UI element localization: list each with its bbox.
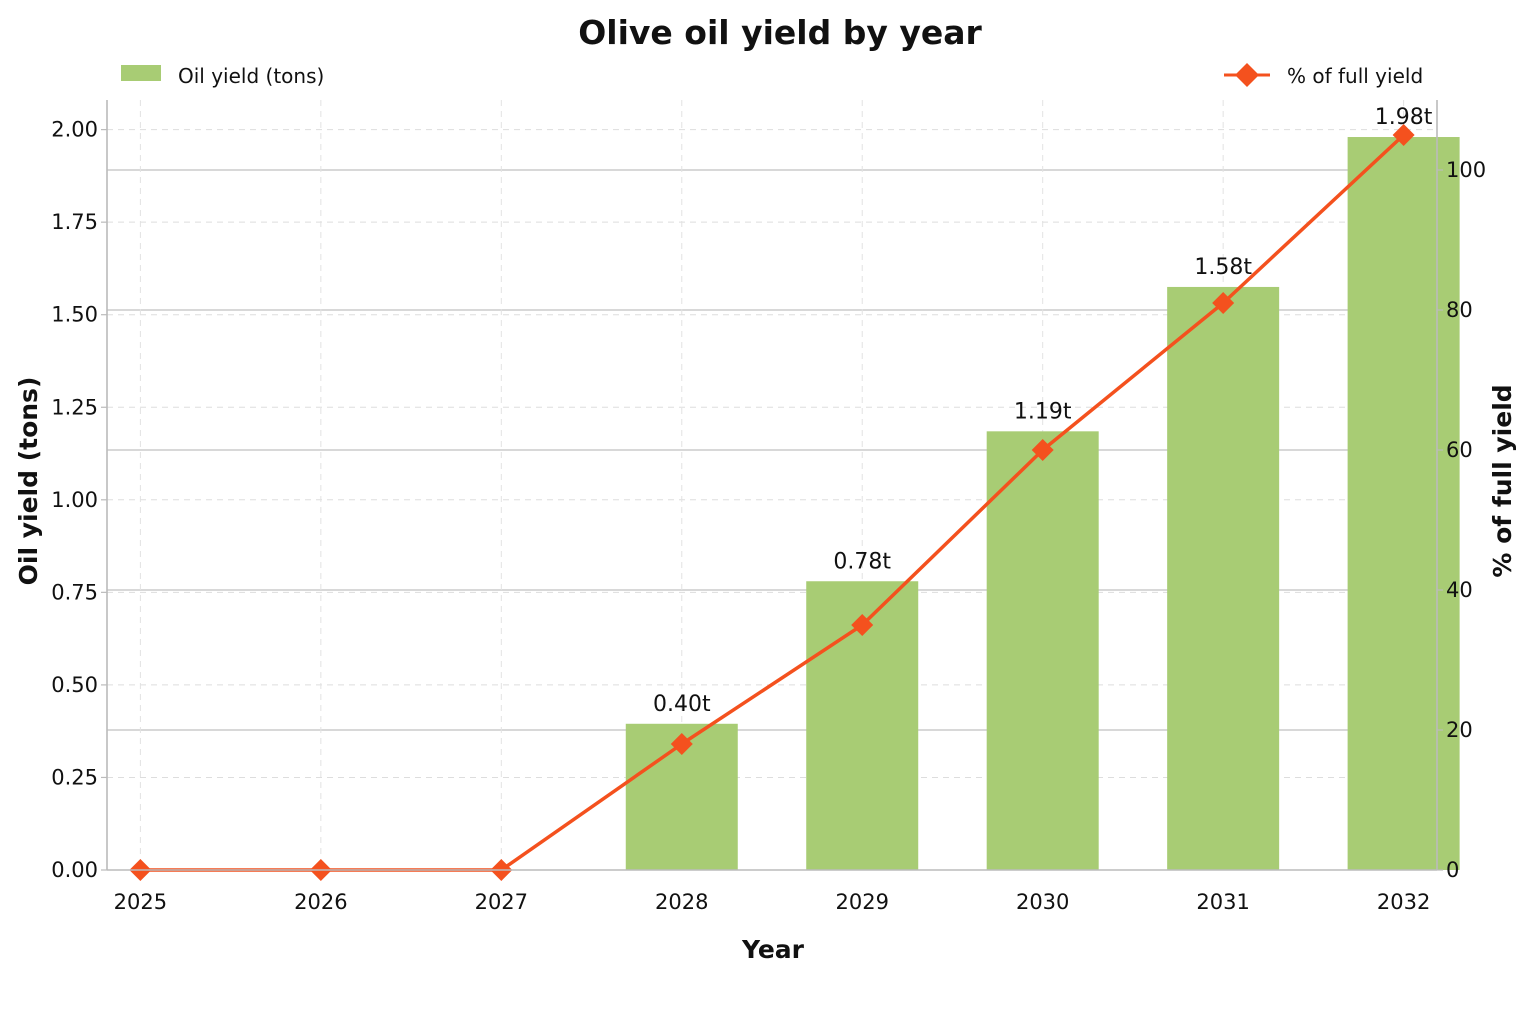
y-right-tick-label: 20 — [1446, 718, 1473, 742]
y-tick-label: 1.00 — [51, 488, 98, 512]
bar-data-label: 1.98t — [1375, 105, 1433, 130]
x-tick-label: 2026 — [294, 890, 347, 914]
x-tick-label: 2030 — [1016, 890, 1069, 914]
x-tick-label: 2027 — [475, 890, 528, 914]
y-axis-label: Oil yield (tons) — [14, 377, 43, 586]
y-tick-label: 1.50 — [51, 303, 98, 327]
x-axis-label: Year — [741, 935, 805, 964]
bar-data-label: 1.58t — [1194, 255, 1252, 280]
x-tick-label: 2031 — [1196, 890, 1249, 914]
y-tick-label: 1.75 — [51, 210, 98, 234]
bar — [986, 431, 1099, 870]
x-tick-label: 2029 — [836, 890, 889, 914]
line-point-marker — [670, 733, 693, 755]
chart-title: Olive oil yield by year — [578, 13, 982, 52]
x-tick-label: 2025 — [114, 890, 167, 914]
y-tick-label: 0.75 — [51, 580, 98, 604]
legend-right: % of full yield — [1224, 63, 1423, 88]
bar — [1167, 286, 1280, 870]
legend-label-bar: Oil yield (tons) — [178, 64, 324, 88]
y-right-tick-label: 40 — [1446, 578, 1473, 602]
y-right-tick-label: 80 — [1446, 298, 1473, 322]
bar-data-label: 1.19t — [1014, 399, 1072, 424]
legend-swatch-bar — [121, 65, 161, 81]
tick-labels: 0.00 0.25 0.50 0.75 1.00 1.25 1.50 1.75 2.00 0 20 4… — [51, 118, 1486, 914]
legend-left: Oil yield (tons) — [121, 64, 324, 88]
line-point-marker — [851, 614, 874, 636]
bar — [1347, 137, 1460, 870]
line-point-marker — [1392, 124, 1415, 146]
y-right-tick-label: 0 — [1446, 858, 1459, 882]
y-tick-label: 2.00 — [51, 118, 98, 142]
data-labels: 0.40t 0.78t 1.19t 1.58t 1.98t — [653, 105, 1433, 717]
axes — [101, 100, 1443, 871]
bar-data-label: 0.78t — [833, 549, 891, 574]
bar-data-label: 0.40t — [653, 692, 711, 717]
y-right-tick-label: 60 — [1446, 438, 1473, 462]
y-axis-right-label: % of full yield — [1488, 384, 1517, 577]
y-right-tick-label: 100 — [1446, 158, 1486, 182]
y-tick-label: 0.50 — [51, 673, 98, 697]
x-tick-label: 2028 — [655, 890, 708, 914]
y-tick-label: 0.00 — [51, 858, 98, 882]
y-tick-label: 1.25 — [51, 395, 98, 419]
line-point-marker — [1212, 292, 1235, 314]
legend-marker-diamond — [1235, 63, 1259, 87]
x-tick-label: 2032 — [1377, 890, 1430, 914]
legend-label-line: % of full yield — [1287, 64, 1423, 88]
y-tick-label: 0.25 — [51, 765, 98, 789]
line-point-marker — [1031, 439, 1054, 461]
